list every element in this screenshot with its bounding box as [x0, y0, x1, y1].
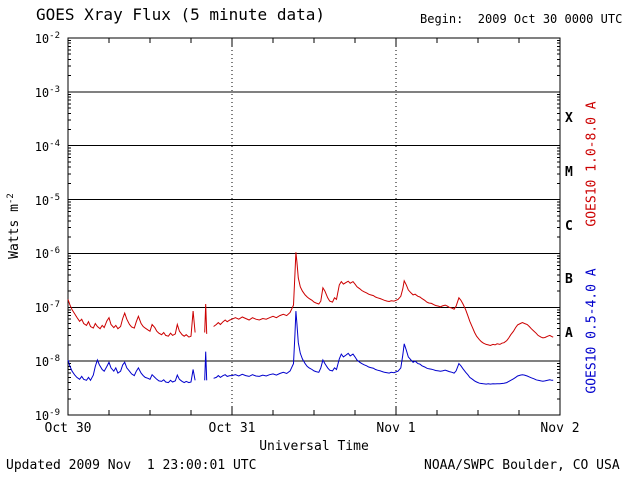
- short-channel-series-line: [67, 311, 554, 385]
- x-axis-tick-label: Nov 2: [540, 421, 580, 436]
- long-channel-series-line: [67, 252, 554, 347]
- y-axis-tick-label: 10-7: [34, 300, 60, 316]
- x-axis-label: Universal Time: [259, 439, 369, 454]
- y-axis-tick-label: 10-9: [34, 408, 60, 423]
- x-axis-tick-labels: Oct 30 Oct 31 Nov 1 Nov 2: [0, 421, 640, 439]
- flare-class-letter: M: [565, 164, 573, 180]
- goes-long-channel-label: GOES10 1.0-8.0 A: [584, 101, 600, 227]
- flare-class-letters: X M C B A: [565, 0, 581, 480]
- x-axis-tick-label: Oct 30: [44, 421, 92, 436]
- y-axis-tick-label: 10-5: [34, 192, 60, 208]
- flare-class-letter: A: [565, 326, 573, 342]
- x-axis-tick-label: Nov 1: [376, 421, 416, 436]
- y-axis-tick-label: 10-4: [34, 138, 60, 154]
- goes-short-channel-label: GOES10 0.5-4.0 A: [584, 268, 600, 394]
- y-axis-label: Watts m-2: [5, 193, 23, 259]
- chart-title: GOES Xray Flux (5 minute data): [36, 5, 325, 24]
- y-axis-tick-label: 10-8: [34, 354, 60, 370]
- noaa-credit: NOAA/SWPC Boulder, CO USA: [424, 458, 620, 473]
- y-axis-tick-label: 10-3: [34, 84, 60, 100]
- y-axis-tick-label: 10-6: [34, 246, 60, 262]
- flare-class-letter: X: [565, 110, 573, 126]
- flare-class-letter: C: [565, 218, 573, 234]
- flare-class-letter: B: [565, 272, 573, 288]
- updated-timestamp: Updated 2009 Nov 1 23:00:01 UTC: [6, 458, 257, 473]
- y-axis-tick-labels: 10-2 10-3 10-4 10-5 10-6 10-7 10-8 10-9: [24, 0, 64, 480]
- plot-frame: [67, 37, 561, 416]
- x-axis-tick-label: Oct 31: [208, 421, 256, 436]
- y-axis-tick-label: 10-2: [34, 31, 60, 46]
- begin-timestamp: Begin: 2009 Oct 30 0000 UTC: [420, 12, 623, 26]
